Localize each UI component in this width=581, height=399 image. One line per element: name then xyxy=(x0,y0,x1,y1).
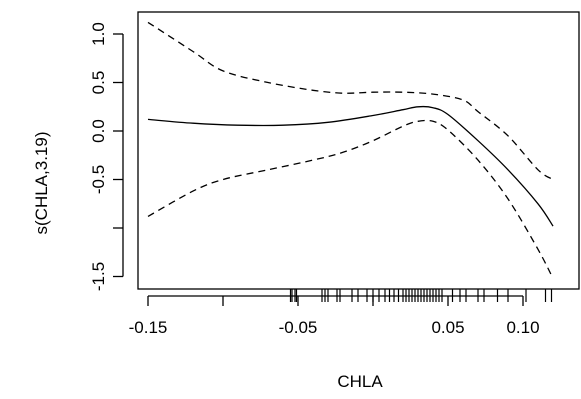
y-tick-label: 0.0 xyxy=(89,119,108,143)
lower-confidence-line xyxy=(147,119,554,279)
y-tick-label: -0.5 xyxy=(89,165,108,194)
x-tick-label: 0.10 xyxy=(506,318,539,337)
x-axis-label: CHLA xyxy=(337,372,383,391)
upper-confidence-line xyxy=(147,21,554,181)
x-tick-label: 0.05 xyxy=(431,318,464,337)
y-tick-label: -1.5 xyxy=(89,262,108,291)
x-tick-label: -0.05 xyxy=(279,318,318,337)
x-axis: -0.15 -0.05 0.05 0.10 xyxy=(129,295,540,337)
x-tick-label: -0.15 xyxy=(129,318,168,337)
plot-frame xyxy=(137,11,580,290)
smooth-fit-line xyxy=(147,105,554,227)
y-axis: 1.0 0.5 0.0 -0.5 -1.5 xyxy=(89,22,124,291)
y-tick-label: 1.0 xyxy=(89,22,108,46)
y-tick-label: 0.5 xyxy=(89,71,108,95)
series-layer xyxy=(147,21,554,279)
y-axis-label: s(CHLA,3.19) xyxy=(32,132,51,235)
